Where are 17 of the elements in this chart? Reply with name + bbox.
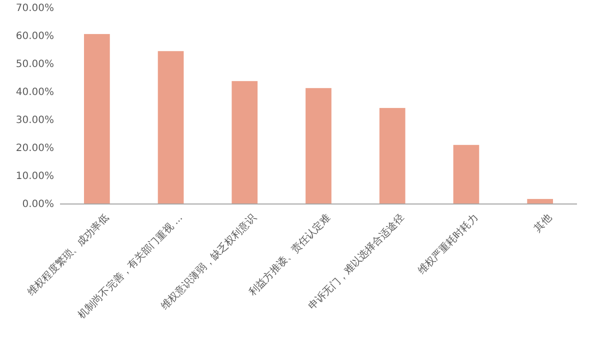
y-tick-label: 50.00% (16, 59, 54, 70)
y-tick-label: 20.00% (16, 143, 54, 154)
y-tick-label: 30.00% (16, 115, 54, 126)
x-tick-label: 维权严重耗时耗力 (415, 212, 480, 277)
bar (453, 144, 480, 204)
y-tick-label: 0.00% (22, 199, 54, 210)
x-tick-label: 其他 (532, 212, 554, 234)
bar (158, 51, 184, 204)
bar (306, 88, 332, 204)
bar (232, 81, 258, 204)
bar (84, 34, 110, 204)
y-tick-label: 70.00% (16, 3, 54, 14)
y-tick-label: 40.00% (16, 87, 54, 98)
bar (527, 198, 553, 204)
y-tick-label: 60.00% (16, 31, 54, 42)
y-tick-label: 10.00% (16, 171, 54, 182)
bar (379, 108, 406, 204)
